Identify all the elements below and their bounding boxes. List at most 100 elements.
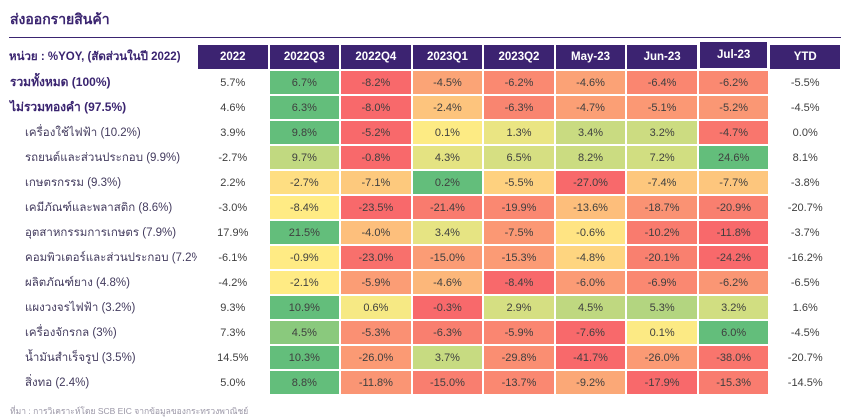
value-cell: -6.2%	[697, 70, 770, 95]
value-cell: -6.3%	[411, 320, 484, 345]
value-cell: -2.7%	[197, 145, 269, 170]
value-cell: 2.9%	[483, 295, 555, 320]
value-cell: -8.4%	[268, 195, 341, 220]
value-cell: -17.9%	[626, 370, 698, 395]
value-cell: 1.3%	[483, 120, 555, 145]
value-cell: -7.4%	[626, 170, 698, 195]
row-label: เครื่องใช้ไฟฟ้า (10.2%)	[9, 120, 197, 145]
value-cell: -4.8%	[554, 245, 627, 270]
value-cell: 1.6%	[769, 295, 841, 320]
value-cell: 8.1%	[769, 145, 841, 170]
value-cell: -5.5%	[769, 70, 841, 95]
value-cell: -20.1%	[626, 245, 698, 270]
value-cell: -8.2%	[340, 70, 412, 95]
column-header-2022Q4: 2022Q4	[340, 44, 412, 70]
value-cell: 3.4%	[411, 220, 484, 245]
value-cell: 5.0%	[197, 370, 269, 395]
value-cell: 14.5%	[197, 345, 269, 370]
value-cell: -8.4%	[483, 270, 555, 295]
value-cell: -2.7%	[268, 170, 341, 195]
value-cell: -5.9%	[340, 270, 412, 295]
value-cell: 24.6%	[697, 145, 770, 170]
value-cell: 3.2%	[697, 295, 770, 320]
value-cell: -20.9%	[697, 195, 770, 220]
value-cell: -4.5%	[769, 95, 841, 120]
value-cell: -24.2%	[697, 245, 770, 270]
value-cell: -6.1%	[197, 245, 269, 270]
row-label: รถยนต์และส่วนประกอบ (9.9%)	[9, 145, 197, 170]
value-cell: -5.9%	[483, 320, 555, 345]
value-cell: -4.0%	[340, 220, 412, 245]
value-cell: -26.0%	[340, 345, 412, 370]
value-cell: -0.3%	[411, 295, 484, 320]
value-cell: 0.6%	[340, 295, 412, 320]
value-cell: 6.7%	[268, 70, 341, 95]
value-cell: -0.8%	[340, 145, 412, 170]
row-label: น้ำมันสำเร็จรูป (3.5%)	[9, 345, 197, 370]
column-header-2023Q2: 2023Q2	[483, 44, 555, 70]
value-cell: 0.1%	[626, 320, 698, 345]
value-cell: 7.2%	[626, 145, 698, 170]
value-cell: -6.2%	[697, 270, 770, 295]
row-label: แผงวงจรไฟฟ้า (3.2%)	[9, 295, 197, 320]
column-header-2022: 2022	[197, 44, 269, 70]
value-cell: -5.2%	[697, 95, 770, 120]
value-cell: -18.7%	[626, 195, 698, 220]
value-cell: 9.7%	[268, 145, 341, 170]
value-cell: -15.0%	[411, 370, 484, 395]
value-cell: 17.9%	[197, 220, 269, 245]
value-cell: -23.0%	[340, 245, 412, 270]
export-heatmap-table: หน่วย : %YOY, (สัดส่วนในปี 2022) 2022 2022…	[9, 40, 841, 395]
value-cell: -11.8%	[340, 370, 412, 395]
unit-label: หน่วย : %YOY, (สัดส่วนในปี 2022)	[9, 44, 197, 70]
value-cell: 3.2%	[626, 120, 698, 145]
value-cell: 10.3%	[268, 345, 341, 370]
value-cell: 21.5%	[268, 220, 341, 245]
row-label: เคมีภัณฑ์และพลาสติก (8.6%)	[9, 195, 197, 220]
value-cell: 5.7%	[197, 70, 269, 95]
value-cell: 8.8%	[268, 370, 341, 395]
value-cell: 3.9%	[197, 120, 269, 145]
value-cell: 5.3%	[626, 295, 698, 320]
value-cell: 8.2%	[554, 145, 627, 170]
value-cell: -9.2%	[554, 370, 627, 395]
column-header-2022Q3: 2022Q3	[268, 44, 341, 70]
value-cell: -38.0%	[697, 345, 770, 370]
value-cell: -10.2%	[626, 220, 698, 245]
row-label: รวมทั้งหมด (100%)	[9, 70, 197, 95]
value-cell: -5.2%	[340, 120, 412, 145]
value-cell: -15.3%	[483, 245, 555, 270]
value-cell: -0.9%	[268, 245, 341, 270]
value-cell: -4.5%	[769, 320, 841, 345]
value-cell: -7.7%	[697, 170, 770, 195]
value-cell: 0.2%	[411, 170, 484, 195]
value-cell: 6.5%	[483, 145, 555, 170]
value-cell: -6.4%	[626, 70, 698, 95]
value-cell: 3.4%	[554, 120, 627, 145]
value-cell: -5.5%	[483, 170, 555, 195]
value-cell: 3.7%	[411, 345, 484, 370]
value-cell: -4.6%	[411, 270, 484, 295]
value-cell: 9.8%	[268, 120, 341, 145]
value-cell: -2.1%	[268, 270, 341, 295]
column-header-2023Q1: 2023Q1	[411, 44, 484, 70]
value-cell: -11.8%	[697, 220, 770, 245]
row-label: ไม่รวมทองคำ (97.5%)	[9, 95, 197, 120]
value-cell: -5.1%	[626, 95, 698, 120]
row-label: เกษตรกรรม (9.3%)	[9, 170, 197, 195]
value-cell: -4.7%	[554, 95, 627, 120]
value-cell: 7.3%	[197, 320, 269, 345]
value-cell: -13.7%	[483, 370, 555, 395]
column-header-Jun-23: Jun-23	[626, 44, 698, 70]
value-cell: -3.8%	[769, 170, 841, 195]
value-cell: 6.3%	[268, 95, 341, 120]
value-cell: -6.2%	[483, 70, 555, 95]
value-cell: -14.5%	[769, 370, 841, 395]
value-cell: -41.7%	[554, 345, 627, 370]
value-cell: -7.6%	[554, 320, 627, 345]
value-cell: -6.3%	[483, 95, 555, 120]
value-cell: -7.5%	[483, 220, 555, 245]
value-cell: -29.8%	[483, 345, 555, 370]
value-cell: -6.0%	[554, 270, 627, 295]
